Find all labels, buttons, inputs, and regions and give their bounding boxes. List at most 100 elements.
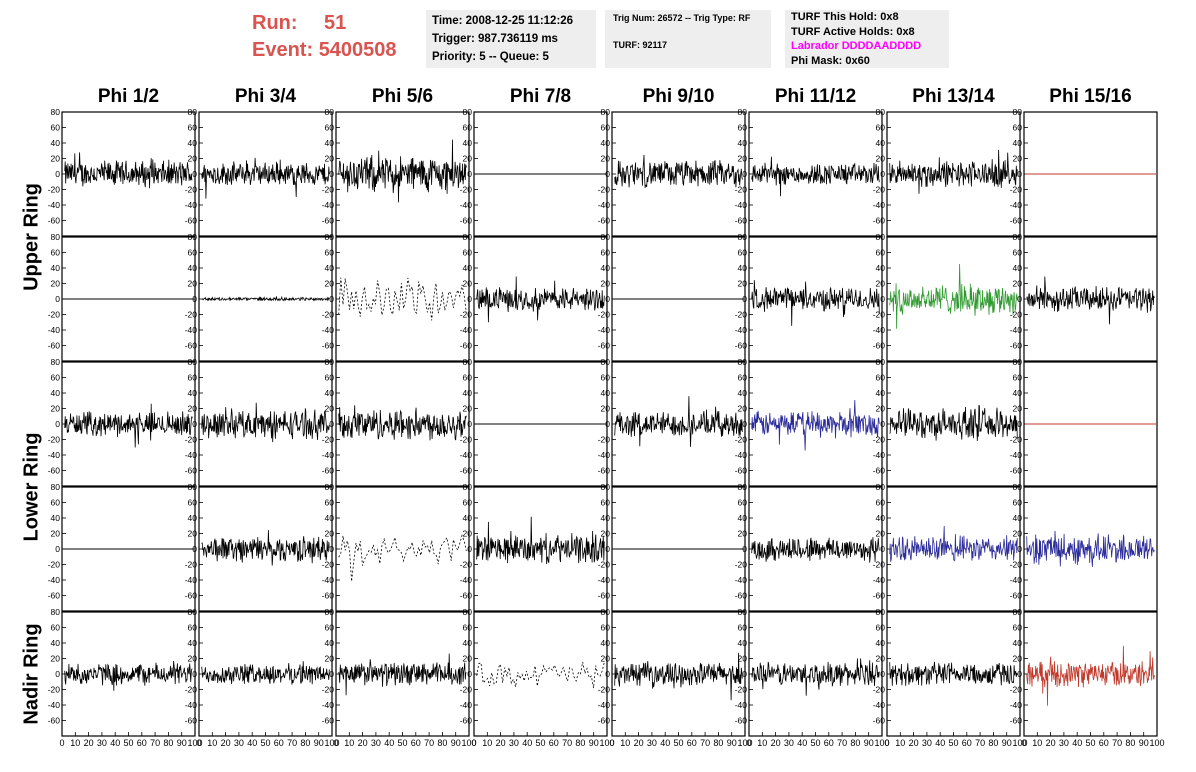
y-tick-label: 20 [738, 279, 748, 289]
x-tick-label: 80 [437, 738, 447, 748]
y-tick-label: 60 [463, 123, 473, 133]
y-tick-label: 0 [467, 669, 472, 679]
y-tick-label: 80 [51, 482, 61, 492]
panel-r5-c4: -60 -40 -20 0 20 40 60 80 [460, 607, 608, 737]
x-tick-label: 0 [746, 738, 751, 748]
y-tick-label: -40 [598, 575, 611, 585]
y-tick-label: -40 [460, 325, 473, 335]
x-tick-label: 0 [884, 738, 889, 748]
y-tick-label: 20 [51, 154, 61, 164]
column-header-3: Phi 5/6 [371, 86, 434, 107]
y-tick-label: 80 [1013, 482, 1023, 492]
y-tick-label: 20 [601, 404, 611, 414]
y-tick-label: 60 [1013, 498, 1023, 508]
y-tick-label: 60 [1013, 623, 1023, 633]
y-tick-label: 0 [192, 294, 197, 304]
y-tick-label: 40 [876, 638, 886, 648]
y-tick-label: 20 [1013, 279, 1023, 289]
y-tick-label: 40 [601, 138, 611, 148]
y-tick-label: -40 [460, 450, 473, 460]
y-tick-label: 80 [601, 482, 611, 492]
x-tick-label: 70 [700, 738, 710, 748]
y-tick-label: -40 [460, 700, 473, 710]
labrador-text: Labrador DDDDAADDDD [791, 40, 922, 52]
y-tick-label: -60 [1010, 466, 1023, 476]
y-tick-label: 80 [463, 607, 473, 617]
y-tick-label: -60 [735, 466, 748, 476]
y-tick-label: 40 [738, 263, 748, 273]
y-tick-label: -60 [185, 716, 198, 726]
y-tick-label: -20 [460, 185, 473, 195]
x-tick-label: 50 [673, 738, 683, 748]
y-tick-label: -60 [1010, 716, 1023, 726]
y-tick-label: 0 [329, 419, 334, 429]
y-tick-label: -60 [598, 716, 611, 726]
y-tick-label: -40 [735, 700, 748, 710]
y-tick-label: -20 [185, 185, 198, 195]
y-tick-label: 80 [51, 357, 61, 367]
y-tick-label: 80 [738, 232, 748, 242]
x-tick-label: 100 [874, 738, 889, 748]
y-tick-label: -60 [598, 591, 611, 601]
y-tick-label: -40 [873, 200, 886, 210]
y-tick-label: 80 [463, 357, 473, 367]
y-tick-label: -40 [460, 200, 473, 210]
x-tick-label: 100 [187, 738, 202, 748]
y-tick-label: -20 [1010, 560, 1023, 570]
y-tick-label: -60 [48, 216, 61, 226]
y-tick-label: 80 [325, 482, 335, 492]
y-tick-label: 0 [605, 669, 610, 679]
x-tick-label: 50 [948, 738, 958, 748]
panel-r1-c2: -60 -40 -20 0 20 40 60 80 [185, 107, 333, 237]
y-tick-label: 20 [601, 529, 611, 539]
x-tick-label: 40 [935, 738, 945, 748]
panel-r1-c5: -60 -40 -20 0 20 40 60 80 [598, 107, 746, 237]
y-tick-label: 80 [738, 607, 748, 617]
y-tick-label: 20 [876, 404, 886, 414]
trigger-info-box: Trig Num: 26572 -- Trig Type: RF TURF: 9… [605, 10, 771, 68]
y-tick-label: 0 [605, 419, 610, 429]
waveform-trace [476, 516, 605, 565]
y-tick-label: 60 [601, 373, 611, 383]
waveform-trace [751, 537, 880, 563]
panel-r2-c7: -60 -40 -20 0 20 40 60 80 [873, 232, 1021, 362]
y-tick-label: 40 [601, 638, 611, 648]
y-tick-label: -20 [873, 310, 886, 320]
y-tick-label: 60 [738, 498, 748, 508]
y-tick-label: 40 [738, 638, 748, 648]
y-tick-label: 20 [463, 404, 473, 414]
priority-text: Priority: 5 -- Queue: 5 [432, 51, 549, 63]
y-tick-label: 40 [463, 388, 473, 398]
y-tick-label: 80 [876, 357, 886, 367]
y-tick-label: 80 [325, 357, 335, 367]
y-tick-label: 60 [876, 248, 886, 258]
y-tick-label: 40 [463, 638, 473, 648]
x-tick-label: 10 [207, 738, 217, 748]
y-tick-label: 60 [188, 623, 198, 633]
x-tick-label: 0 [1021, 738, 1026, 748]
y-tick-label: 40 [463, 263, 473, 273]
y-tick-label: -60 [873, 216, 886, 226]
panel-r5-c3: -60 -40 -20 0 20 40 60 80 [322, 607, 470, 737]
y-tick-label: -40 [185, 700, 198, 710]
trig-num-text: Trig Num: 26572 -- Trig Type: RF [613, 13, 751, 23]
waveform-trace [201, 402, 330, 443]
y-tick-label: 0 [192, 544, 197, 554]
y-tick-label: 0 [1017, 669, 1022, 679]
y-tick-label: 80 [601, 232, 611, 242]
x-tick-label: 30 [784, 738, 794, 748]
y-tick-label: -40 [322, 200, 335, 210]
panel-r3-c3: -60 -40 -20 0 20 40 60 80 [322, 357, 470, 487]
x-tick-label: 30 [97, 738, 107, 748]
y-tick-label: -20 [48, 185, 61, 195]
panel-frame [473, 611, 608, 737]
y-tick-label: 80 [188, 607, 198, 617]
x-tick-label: 20 [358, 738, 368, 748]
y-tick-label: -20 [48, 685, 61, 695]
waveform-trace [751, 280, 880, 326]
y-tick-label: 20 [876, 529, 886, 539]
x-tick-label: 60 [824, 738, 834, 748]
y-tick-label: 20 [463, 654, 473, 664]
x-tick-label: 60 [137, 738, 147, 748]
x-tick-label: 20 [496, 738, 506, 748]
